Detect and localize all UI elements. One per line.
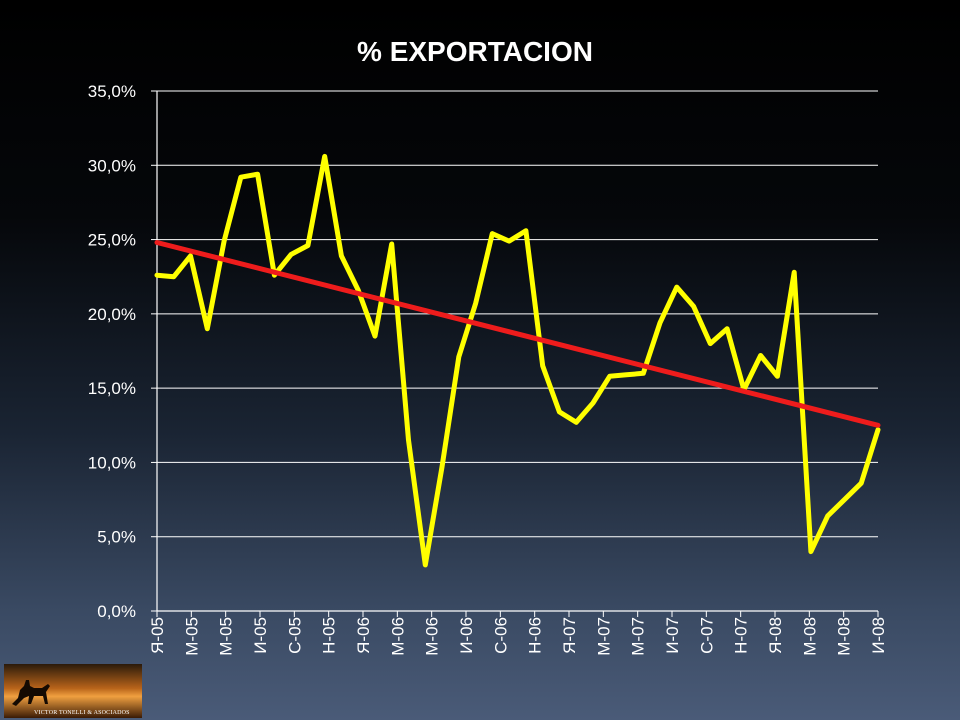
company-logo: VICTOR TONELLI & ASOCIADOS bbox=[4, 664, 142, 718]
axes bbox=[151, 90, 879, 617]
x-tick-label: М-05 bbox=[182, 617, 201, 656]
y-tick-label: 10,0% bbox=[88, 453, 136, 472]
x-tick-label: И-07 bbox=[663, 617, 682, 654]
x-tick-label: С-07 bbox=[697, 617, 716, 654]
x-tick-label: М-05 bbox=[217, 617, 236, 656]
x-tick-label: М-07 bbox=[594, 617, 613, 656]
x-tick-label: И-08 bbox=[869, 617, 888, 654]
x-tick-label: С-06 bbox=[491, 617, 510, 654]
x-tick-label: М-07 bbox=[629, 617, 648, 656]
y-tick-label: 30,0% bbox=[88, 156, 136, 175]
x-tick-label: Н-06 bbox=[526, 617, 545, 654]
logo-text: VICTOR TONELLI & ASOCIADOS bbox=[34, 710, 130, 716]
x-axis-labels: Я-05 М-05 М-05 И-05 С-05 Н-05 Я-06 М-06 М-06 И-06… bbox=[148, 617, 888, 656]
x-tick-label: С-05 bbox=[285, 617, 304, 654]
trend-line bbox=[154, 240, 881, 428]
x-tick-label: Я-06 bbox=[354, 617, 373, 654]
y-tick-label: 25,0% bbox=[88, 231, 136, 250]
x-tick-label: М-08 bbox=[835, 617, 854, 656]
series-line-exportacion bbox=[154, 153, 881, 568]
horse-rider-icon bbox=[12, 680, 50, 706]
x-tick-label: Я-07 bbox=[560, 617, 579, 654]
chart-title: % EXPORTACION bbox=[357, 36, 593, 67]
y-tick-label: 35,0% bbox=[88, 82, 136, 101]
x-tick-label: И-05 bbox=[251, 617, 270, 654]
y-tick-label: 20,0% bbox=[88, 305, 136, 324]
grid bbox=[157, 90, 878, 538]
x-tick-label: М-08 bbox=[800, 617, 819, 656]
series-group bbox=[154, 153, 881, 568]
y-tick-label: 5,0% bbox=[97, 528, 136, 547]
y-axis-labels: 0,0% 5,0% 10,0% 15,0% 20,0% 25,0% 30,0% 35,0% bbox=[88, 82, 136, 621]
x-tick-label: Я-05 bbox=[148, 617, 167, 654]
x-tick-label: М-06 bbox=[423, 617, 442, 656]
x-tick-label: Н-07 bbox=[732, 617, 751, 654]
x-tick-label: М-06 bbox=[388, 617, 407, 656]
x-tick-label: И-06 bbox=[457, 617, 476, 654]
x-tick-label: Н-05 bbox=[320, 617, 339, 654]
y-tick-label: 0,0% bbox=[97, 602, 136, 621]
y-tick-label: 15,0% bbox=[88, 379, 136, 398]
x-tick-label: Я-08 bbox=[766, 617, 785, 654]
